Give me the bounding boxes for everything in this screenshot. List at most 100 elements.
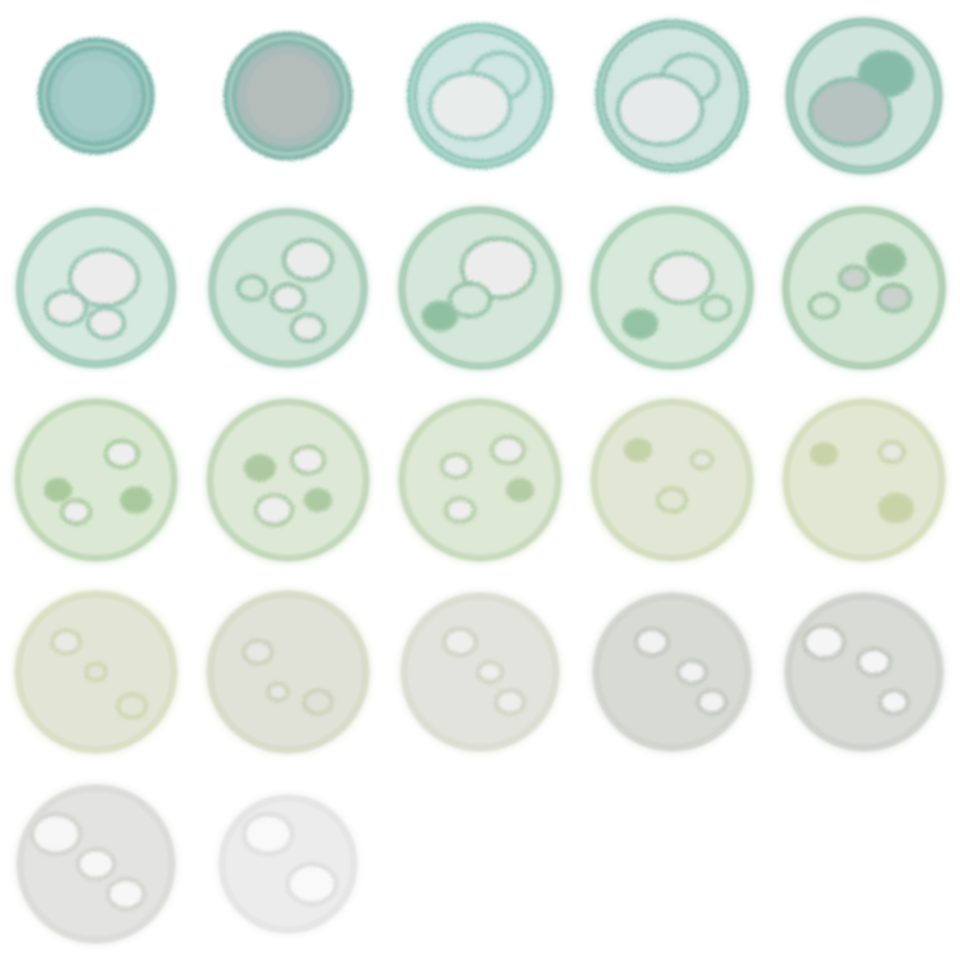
frame-06-graphic: [16, 208, 176, 368]
orb-core: [60, 60, 132, 132]
sprite-frame-12: [192, 384, 384, 576]
orb-pattern-blob: [83, 661, 109, 683]
orb-pattern-blob: [875, 282, 913, 314]
orb-rim: [789, 21, 939, 171]
sprite-frame-20: [768, 576, 960, 768]
orb-pattern-blob: [493, 688, 527, 716]
orb-pattern-blob: [877, 688, 911, 716]
frame-19-graphic: [592, 592, 752, 752]
orb-sphere-desaturating: [400, 592, 560, 752]
sprite-frame-16: [0, 576, 192, 768]
sprite-frame-21: [0, 768, 192, 960]
orb-burst-small: [223, 31, 353, 161]
orb-pattern-blob: [289, 312, 327, 344]
orb-rim: [229, 37, 347, 155]
orb-rim: [595, 595, 749, 749]
orb-pattern-blob: [615, 73, 705, 147]
orb-pattern-blob: [837, 264, 871, 292]
orb-sphere-fading: [590, 398, 754, 562]
orb-rim: [17, 593, 175, 751]
orb-pattern-blob: [505, 477, 535, 503]
sprite-frame-15: [768, 384, 960, 576]
sprite-frame-18: [384, 576, 576, 768]
orb-pattern-blob: [241, 638, 275, 666]
frame-21-graphic: [16, 784, 176, 944]
orb-sphere-forming: [595, 19, 749, 173]
orb-pattern-blob: [43, 477, 73, 503]
orb-pattern-blob: [235, 274, 269, 302]
orb-pattern-blob: [301, 688, 335, 716]
orb-sphere-fading: [398, 398, 562, 562]
orb-pattern-blob: [807, 292, 841, 320]
orb-sphere-desaturating: [14, 590, 178, 754]
frame-20-graphic: [784, 592, 944, 752]
orb-rim: [411, 27, 549, 165]
orb-pattern-blob: [75, 846, 117, 882]
sprite-frame-04: [576, 0, 768, 192]
sprite-frame-19: [576, 576, 768, 768]
frame-05-graphic: [786, 18, 942, 174]
sprite-frame-03: [384, 0, 576, 192]
orb-rim: [401, 401, 559, 559]
orb-pattern-blob: [675, 658, 709, 686]
orb-sphere-gray: [784, 592, 944, 752]
sprite-frame-14: [576, 384, 768, 576]
sprite-frame-22: [192, 768, 384, 960]
sprite-frame-02: [192, 0, 384, 192]
orb-pattern-blob: [855, 646, 893, 678]
orb-rim: [593, 401, 751, 559]
frame-12-graphic: [206, 398, 370, 562]
orb-pattern-blob: [303, 487, 333, 513]
orb-pattern-blob: [289, 444, 327, 476]
orb-pattern-blob: [807, 76, 893, 148]
orb-rim: [211, 211, 365, 365]
frame-04-graphic: [595, 19, 749, 173]
orb-pattern-blob: [447, 281, 493, 319]
frame-07-graphic: [208, 208, 368, 368]
orb-rim: [17, 401, 175, 559]
orb-pattern-blob: [43, 289, 89, 327]
orb-pattern-blob: [85, 305, 127, 341]
sprite-frame-05: [768, 0, 960, 192]
sprite-frame-17: [192, 576, 384, 768]
orb-pattern-blob: [59, 498, 93, 526]
frame-03-graphic: [407, 23, 553, 169]
orb-sphere-patterned: [16, 208, 176, 368]
orb-rim: [593, 209, 751, 367]
orb-pattern-blob: [489, 434, 527, 466]
orb-sphere-fading: [206, 398, 370, 562]
frame-18-graphic: [400, 592, 560, 752]
frame-16-graphic: [14, 590, 178, 754]
frame-08-graphic: [398, 206, 562, 370]
orb-pattern-blob: [475, 659, 505, 685]
orb-pattern-blob: [441, 626, 479, 658]
orb-sphere-dissolving: [218, 794, 358, 934]
orb-sphere-gray: [592, 592, 752, 752]
orb-pattern-blob: [633, 626, 671, 658]
frame-01-graphic: [37, 37, 155, 155]
frame-14-graphic: [590, 398, 754, 562]
frame-10-graphic: [782, 206, 946, 370]
frame-09-graphic: [590, 206, 754, 370]
sprite-frame-01: [0, 0, 192, 192]
orb-pattern-blob: [49, 628, 83, 656]
orb-sphere-dissolving: [16, 784, 176, 944]
orb-pattern-blob: [695, 688, 729, 716]
orb-sphere-desaturating: [206, 590, 370, 754]
frame-11-graphic: [14, 398, 178, 562]
orb-rim: [19, 211, 173, 365]
orb-pattern-blob: [649, 250, 715, 306]
orb-sphere-forming: [786, 18, 942, 174]
sprite-frame-06: [0, 192, 192, 384]
orb-pattern-blob: [29, 811, 83, 857]
frame-22-graphic: [218, 794, 358, 934]
orb-rim: [19, 787, 173, 941]
orb-pattern-blob: [877, 439, 907, 465]
orb-pattern-blob: [809, 441, 839, 467]
orb-pattern-blob: [877, 492, 915, 524]
orb-pattern-blob: [103, 438, 141, 470]
orb-pattern-blob: [119, 486, 153, 514]
orb-core: [246, 54, 330, 138]
orb-pattern-blob: [655, 486, 689, 514]
